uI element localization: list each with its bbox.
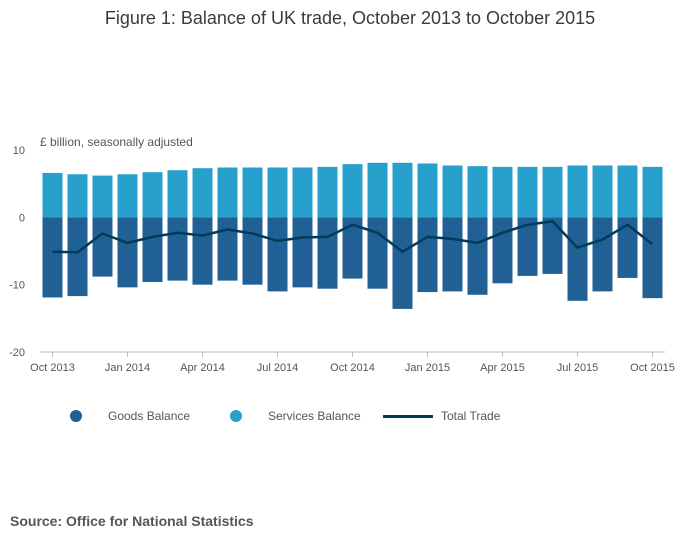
goods-bar [642, 217, 663, 299]
legend-item-goods[interactable]: Goods Balance [70, 406, 190, 426]
legend-goods-marker [70, 410, 82, 422]
goods-bar [467, 217, 488, 295]
x-tick-label: Apr 2015 [480, 362, 525, 374]
goods-bar [542, 217, 563, 274]
goods-bar [267, 217, 288, 292]
services-bar [492, 166, 513, 218]
services-bar [92, 175, 113, 218]
services-bar [117, 174, 138, 218]
goods-bar [292, 217, 313, 288]
chart-legend: Goods Balance Services Balance Total Tra… [60, 406, 680, 426]
goods-bar [492, 217, 513, 284]
legend-services-marker [230, 410, 242, 422]
services-bar [217, 167, 238, 218]
x-tick-label: Oct 2014 [330, 362, 375, 374]
services-bar [167, 170, 188, 218]
services-bar [142, 172, 163, 218]
legend-services-label: Services Balance [268, 409, 361, 423]
legend-total-marker [383, 414, 433, 418]
y-tick-label: -20 [9, 347, 25, 359]
goods-bar [142, 217, 163, 282]
services-bar [292, 167, 313, 218]
legend-item-total[interactable]: Total Trade [383, 406, 500, 426]
goods-bar [392, 217, 413, 309]
goods-bar [167, 217, 188, 281]
services-bar [542, 166, 563, 218]
services-bar [517, 166, 538, 218]
x-tick-label: Oct 2015 [630, 362, 675, 374]
goods-bar [617, 217, 638, 278]
goods-bar [117, 217, 138, 288]
total-trade-line [52, 220, 654, 254]
services-bar [467, 166, 488, 218]
services-bar [67, 174, 88, 218]
goods-bar [217, 217, 238, 281]
x-tick-label: Apr 2014 [180, 362, 225, 374]
chart-source: Source: Office for National Statistics [10, 513, 254, 529]
goods-bar [242, 217, 263, 285]
services-bar [267, 167, 288, 218]
services-bar [242, 167, 263, 218]
goods-bar [67, 217, 88, 297]
y-axis-label: £ billion, seasonally adjusted [40, 135, 193, 149]
goods-bar [42, 217, 63, 298]
chart-plot-area: 10 0 -10 -20 Oct 2013 Jan 2014 Apr 2014 Jul 201… [9, 145, 675, 374]
y-tick-label: -10 [9, 280, 25, 292]
services-bar [392, 162, 413, 218]
goods-bar [342, 217, 363, 279]
services-bar [317, 166, 338, 218]
x-tick-label: Oct 2013 [30, 362, 75, 374]
x-tick-label: Jul 2014 [257, 362, 299, 374]
legend-total-label: Total Trade [441, 409, 501, 423]
services-bar [567, 165, 588, 218]
goods-bar [317, 217, 338, 289]
services-bar [192, 168, 213, 218]
services-bar [342, 164, 363, 218]
goods-bar [517, 217, 538, 276]
services-bar [442, 165, 463, 218]
legend-item-services[interactable]: Services Balance [230, 406, 361, 426]
services-bar [367, 162, 388, 218]
y-tick-label: 0 [19, 212, 25, 224]
goods-bar [567, 217, 588, 301]
services-bar [42, 172, 63, 218]
goods-bar [442, 217, 463, 292]
goods-bar [592, 217, 613, 292]
services-bar [592, 165, 613, 218]
y-tick-label: 10 [13, 145, 25, 157]
chart-title: Figure 1: Balance of UK trade, October 2… [104, 8, 596, 28]
x-tick-label: Jan 2015 [405, 362, 450, 374]
services-bar [642, 166, 663, 218]
goods-bar [417, 217, 438, 293]
goods-bar [367, 217, 388, 289]
services-bar [617, 165, 638, 218]
goods-bar [192, 217, 213, 285]
x-tick-label: Jul 2015 [557, 362, 599, 374]
services-bar [417, 163, 438, 218]
x-tick-label: Jan 2014 [105, 362, 150, 374]
goods-bar [92, 217, 113, 277]
legend-goods-label: Goods Balance [108, 409, 191, 423]
